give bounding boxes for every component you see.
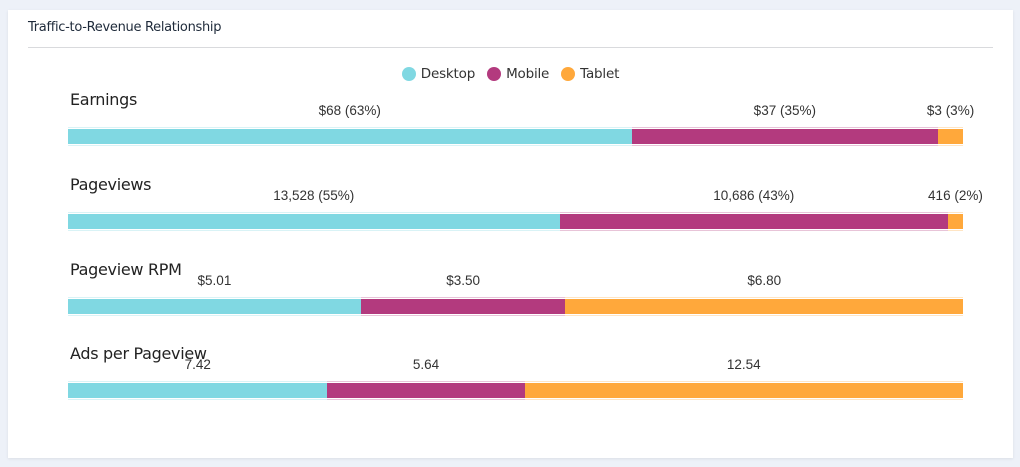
segment-fill — [631, 129, 939, 144]
data-label-mobile: $37 (35%) — [753, 103, 816, 118]
legend-label: Desktop — [420, 66, 476, 82]
data-label-mobile: $3.50 — [446, 273, 481, 288]
metric-pageview-rpm: Pageview RPM $5.01 $3.50 $6.80 — [68, 260, 963, 330]
stacked-bar — [68, 380, 963, 401]
metric-pageviews: Pageviews 13,528 (55%) 10,686 (43%) 416 (2… — [68, 175, 983, 245]
segment-outline — [524, 399, 963, 400]
segment-fill — [947, 214, 963, 229]
data-label-mobile: 10,686 (43%) — [713, 188, 795, 203]
segment-fill — [68, 129, 632, 144]
metric-title: Earnings — [70, 90, 138, 109]
data-label-desktop: $5.01 — [197, 273, 232, 288]
bar-segment-mobile[interactable] — [631, 126, 939, 147]
legend-dot-icon — [401, 67, 416, 81]
segment-fill — [938, 129, 963, 144]
segment-outline — [559, 230, 948, 231]
bar-segment-mobile[interactable] — [360, 296, 566, 317]
segment-outline — [631, 127, 939, 128]
segment-outline — [360, 315, 566, 316]
bar-segment-mobile[interactable] — [559, 211, 948, 232]
segment-outline — [68, 399, 328, 400]
segment-outline — [68, 127, 632, 128]
bar-segment-desktop[interactable] — [68, 380, 328, 401]
segment-outline — [68, 145, 632, 146]
segment-outline — [947, 230, 963, 231]
segment-fill — [68, 299, 361, 314]
bar-segment-tablet[interactable] — [938, 126, 963, 147]
segment-outline — [68, 315, 361, 316]
segment-outline — [68, 297, 361, 298]
segment-outline — [524, 381, 963, 382]
chart-legend: Desktop Mobile Tablet — [8, 66, 1013, 82]
stacked-bar — [68, 211, 963, 232]
stacked-bar — [68, 296, 963, 317]
segment-fill — [68, 383, 328, 398]
segment-fill — [524, 383, 963, 398]
metric-earnings: Earnings $68 (63%) $37 (35%) $3 (3%) — [68, 90, 974, 160]
segment-fill — [68, 214, 560, 229]
segment-outline — [327, 399, 525, 400]
legend-label: Tablet — [580, 66, 620, 82]
legend-item-mobile[interactable]: Mobile — [487, 66, 549, 82]
segment-outline — [565, 315, 963, 316]
stacked-bar — [68, 126, 963, 147]
segment-outline — [327, 381, 525, 382]
segment-fill — [360, 299, 566, 314]
metric-title: Pageviews — [70, 175, 152, 194]
segment-outline — [938, 127, 963, 128]
metric-ads-per-pageview: Ads per Pageview 7.42 5.64 12.54 — [68, 344, 963, 414]
data-label-tablet: $6.80 — [747, 273, 782, 288]
metric-title: Ads per Pageview — [70, 344, 207, 363]
card-title: Traffic-to-Revenue Relationship — [28, 20, 222, 35]
segment-outline — [559, 212, 948, 213]
segment-fill — [559, 214, 948, 229]
segment-outline — [631, 145, 939, 146]
data-label-tablet: $3 (3%) — [926, 103, 975, 118]
segment-fill — [327, 383, 525, 398]
data-label-desktop: 7.42 — [184, 357, 211, 372]
segment-outline — [68, 381, 328, 382]
segment-fill — [565, 299, 963, 314]
legend-label: Mobile — [506, 66, 550, 82]
chart-card: Traffic-to-Revenue Relationship Desktop … — [8, 10, 1013, 458]
segment-outline — [68, 230, 560, 231]
data-label-tablet: 12.54 — [726, 357, 761, 372]
legend-dot-icon — [487, 67, 502, 81]
bar-segment-desktop[interactable] — [68, 211, 560, 232]
data-label-mobile: 5.64 — [412, 357, 440, 372]
title-divider — [28, 47, 993, 48]
segment-outline — [360, 297, 566, 298]
bar-segment-tablet[interactable] — [947, 211, 963, 232]
segment-outline — [938, 145, 963, 146]
bar-segment-desktop[interactable] — [68, 296, 361, 317]
bar-segment-mobile[interactable] — [327, 380, 525, 401]
data-label-tablet: 416 (2%) — [928, 188, 983, 203]
segment-outline — [565, 297, 963, 298]
bar-segment-tablet[interactable] — [524, 380, 963, 401]
legend-item-desktop[interactable]: Desktop — [401, 66, 476, 82]
segment-outline — [947, 212, 963, 213]
bar-segment-desktop[interactable] — [68, 126, 632, 147]
bar-segment-tablet[interactable] — [565, 296, 963, 317]
data-label-desktop: $68 (63%) — [318, 103, 381, 118]
legend-item-tablet[interactable]: Tablet — [561, 66, 619, 82]
legend-dot-icon — [561, 67, 576, 81]
metric-title: Pageview RPM — [70, 260, 182, 279]
segment-outline — [68, 212, 560, 213]
data-label-desktop: 13,528 (55%) — [273, 188, 355, 203]
